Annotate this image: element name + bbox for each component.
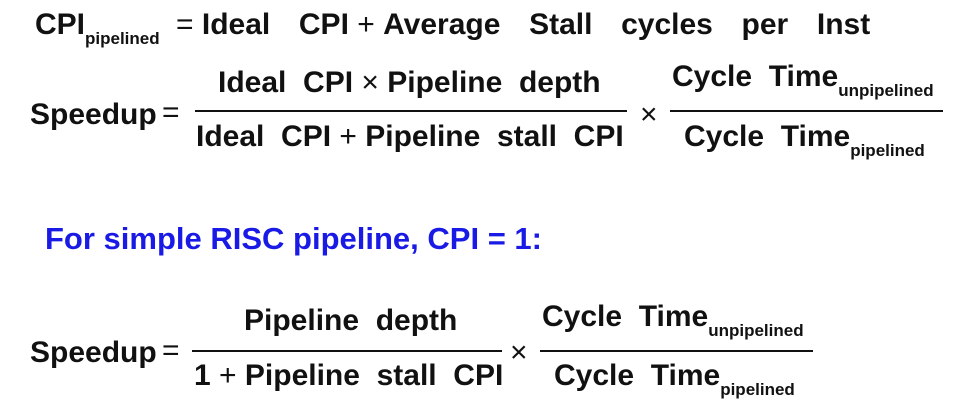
fraction3-numerator: Pipeline depth (244, 306, 457, 336)
fraction4-denominator: Cycle Timepipelined (554, 361, 795, 405)
fraction2-numerator: Cycle Timeunpipelined (672, 62, 934, 106)
cpi-symbol: CPI (35, 8, 86, 41)
fraction1-numerator: Ideal CPI × Pipeline depth (218, 68, 601, 98)
speedup-label: Speedup (30, 336, 157, 369)
pipelined-subscript: pipelined (850, 141, 925, 160)
cycle-time-term: Cycle Time (684, 120, 851, 153)
times-sign: × (640, 98, 658, 131)
cycle-time-term: Cycle Time (672, 60, 839, 93)
pipeline-depth-term: Pipeline depth (244, 304, 458, 337)
fraction3-bar (192, 350, 502, 352)
one-term: 1 (194, 359, 211, 392)
cycle-time-term: Cycle Time (542, 300, 709, 333)
ideal-cpi-term: Ideal CPI (196, 120, 332, 153)
equals-sign: = (162, 334, 180, 367)
equals-sign: = (175, 8, 194, 41)
pipeline-depth-term: Pipeline depth (387, 66, 601, 99)
pipelined-subscript: pipelined (85, 29, 160, 48)
unpipelined-subscript: unpipelined (708, 321, 804, 340)
fraction3-denominator: 1 + Pipeline stall CPI (194, 361, 503, 391)
fraction1-bar (195, 110, 627, 112)
plus-sign: + (339, 120, 357, 153)
pipelined-subscript: pipelined (720, 380, 795, 399)
times-sign: × (510, 336, 528, 369)
ideal-cpi-term: Ideal CPI (218, 66, 354, 99)
equation-cpi-pipelined: CPIpipelined = Ideal CPI + Average Stall… (35, 10, 870, 54)
unpipelined-subscript: unpipelined (838, 81, 934, 100)
average-stall-term: Average Stall cycles per Inst (383, 8, 871, 41)
fraction4-bar (540, 350, 813, 352)
pipeline-stall-cpi-term: Pipeline stall CPI (365, 120, 624, 153)
equals-sign: = (162, 96, 180, 129)
fraction4-numerator: Cycle Timeunpipelined (542, 302, 804, 346)
fraction1-denominator: Ideal CPI + Pipeline stall CPI (196, 122, 624, 152)
times-sign: × (361, 66, 379, 99)
pipeline-stall-cpi-term: Pipeline stall CPI (244, 359, 504, 392)
plus-sign: + (357, 8, 375, 41)
plus-sign: + (219, 359, 237, 392)
cycle-time-term: Cycle Time (554, 359, 721, 392)
ideal-cpi-term: Ideal CPI (201, 8, 349, 41)
fraction2-bar (670, 110, 943, 112)
risc-pipeline-heading: For simple RISC pipeline, CPI = 1: (45, 221, 542, 256)
speedup-label: Speedup (30, 98, 157, 131)
fraction2-denominator: Cycle Timepipelined (684, 122, 925, 166)
